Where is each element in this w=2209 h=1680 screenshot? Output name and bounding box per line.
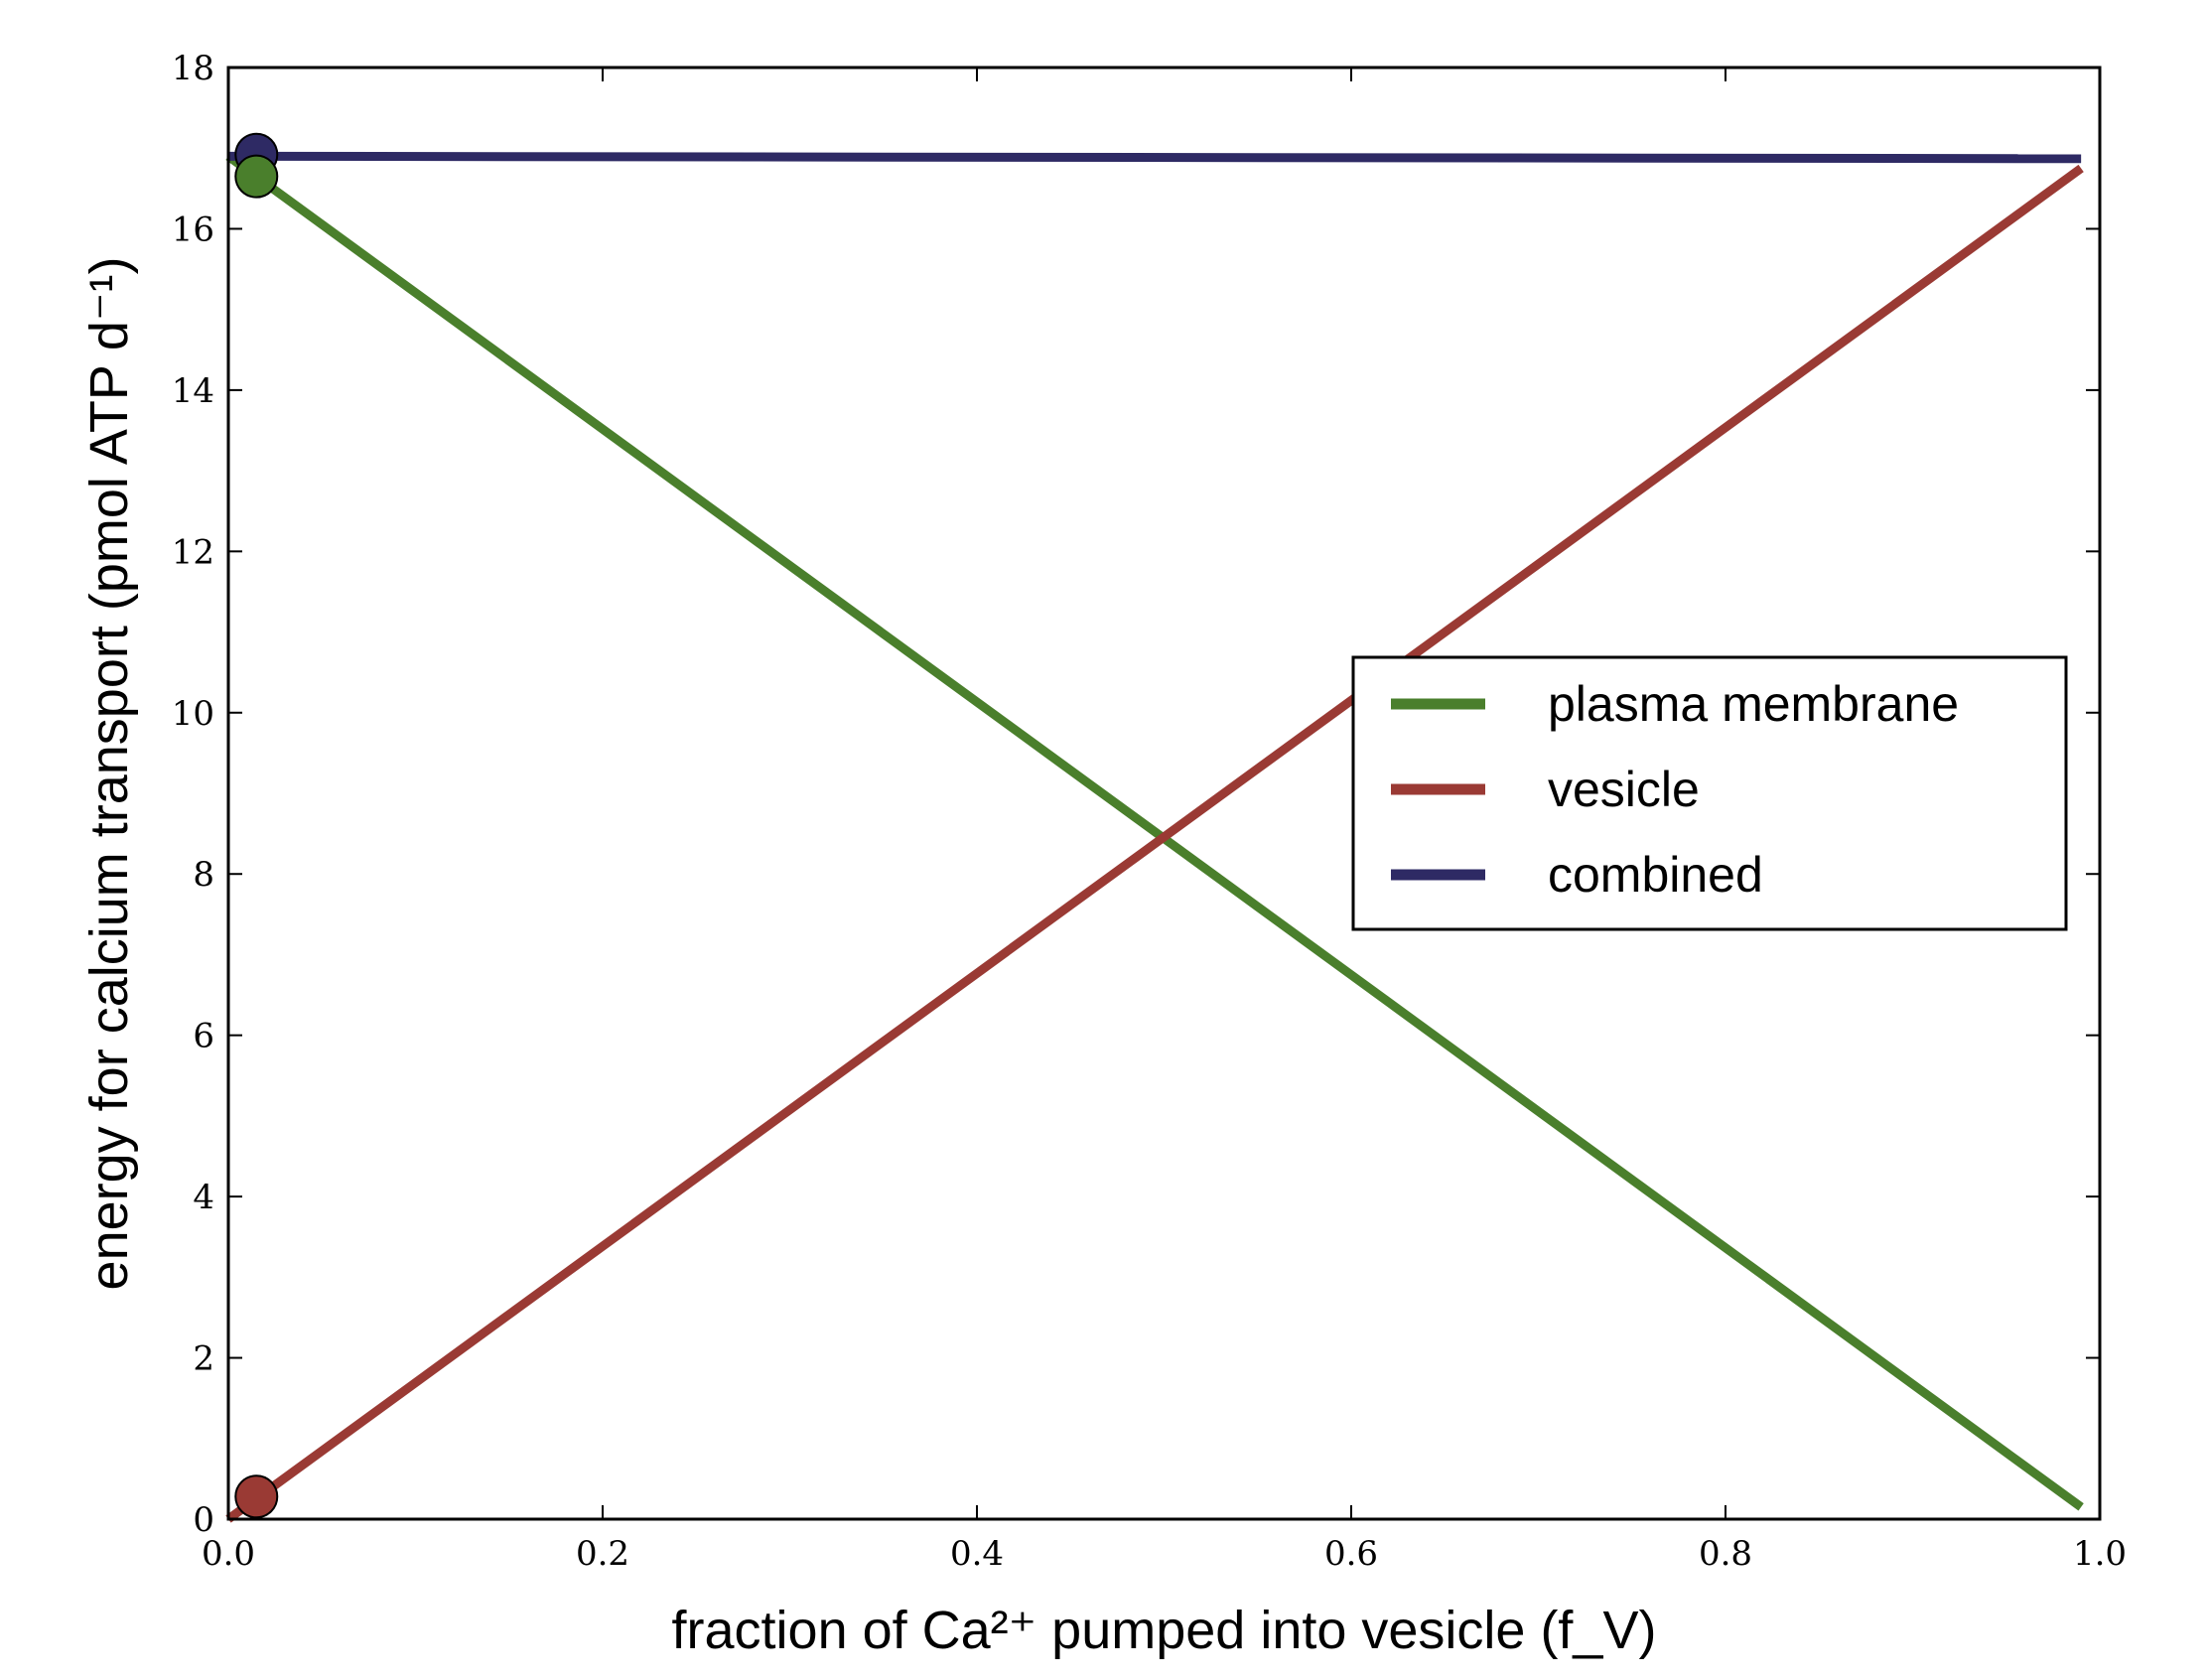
y-tick-label: 10 <box>172 694 214 734</box>
x-tick-label: 0.2 <box>576 1534 629 1574</box>
legend-label-plasma-membrane: plasma membrane <box>1548 676 1959 732</box>
y-tick-label: 12 <box>172 532 214 572</box>
x-tick-label: 0.0 <box>202 1534 255 1574</box>
x-tick-label: 1.0 <box>2073 1534 2127 1574</box>
plot-area <box>226 66 2102 1521</box>
y-tick-label: 2 <box>193 1339 214 1379</box>
y-axis-label: energy for calcium transport (pmol ATP d… <box>79 257 139 1291</box>
series-line-vesicle <box>225 164 2084 1523</box>
series-line-combined <box>227 151 2082 164</box>
legend-label-combined: combined <box>1548 847 1763 903</box>
x-tick-label: 0.4 <box>950 1534 1004 1574</box>
series-line-plasma-membrane <box>225 152 2084 1511</box>
legend-label-vesicle: vesicle <box>1548 762 1700 817</box>
y-tick-label: 4 <box>193 1178 214 1217</box>
x-tick-label: 0.6 <box>1324 1534 1378 1574</box>
x-axis-label: fraction of Ca²⁺ pumped into vesicle (f_… <box>672 1601 1657 1660</box>
y-tick-label: 14 <box>172 371 214 411</box>
y-tick-label: 16 <box>172 210 214 249</box>
x-tick-label: 0.8 <box>1699 1534 1752 1574</box>
y-tick-label: 8 <box>193 855 214 895</box>
marker-vesicle <box>234 1474 279 1519</box>
marker-plasma-membrane <box>234 154 279 199</box>
y-tick-label: 6 <box>193 1017 214 1056</box>
y-tick-label: 18 <box>172 49 214 88</box>
y-tick-label: 0 <box>193 1500 214 1540</box>
